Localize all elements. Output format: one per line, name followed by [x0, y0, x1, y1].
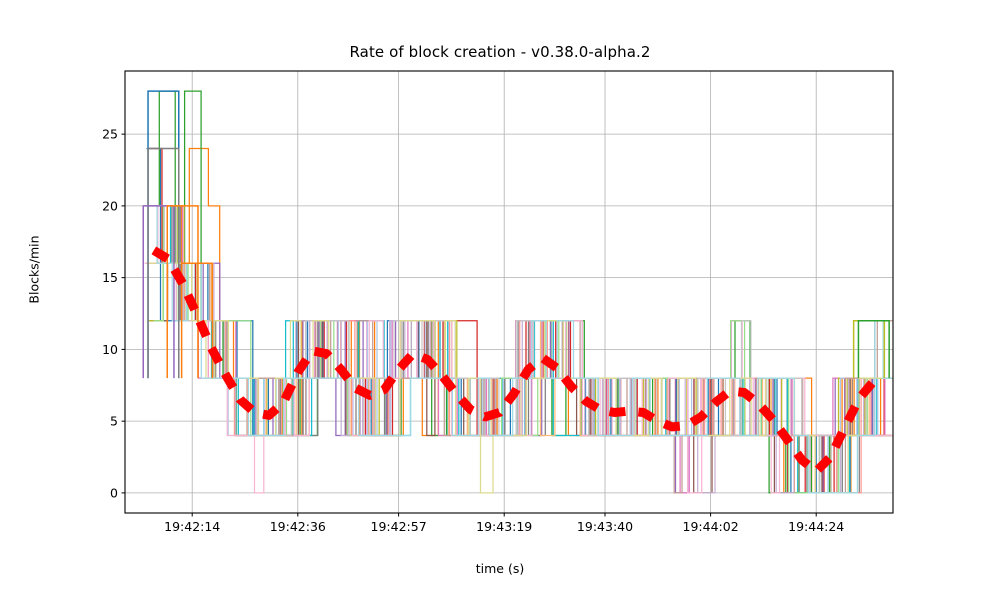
x-tick-label: 19:42:14	[164, 519, 220, 534]
y-tick-label: 25	[102, 127, 118, 142]
chart-title: Rate of block creation - v0.38.0-alpha.2	[349, 43, 651, 61]
x-tick-label: 19:43:40	[577, 519, 633, 534]
y-tick-label: 10	[102, 342, 118, 357]
trend-line	[151, 246, 878, 476]
x-axis-label: time (s)	[475, 561, 525, 576]
y-tick-label: 20	[102, 198, 118, 213]
y-tick-label: 15	[102, 270, 118, 285]
x-tick-label: 19:42:36	[270, 519, 326, 534]
x-tick-label: 19:44:24	[788, 519, 844, 534]
x-tick-label: 19:42:57	[371, 519, 427, 534]
x-tick-label: 19:43:19	[476, 519, 532, 534]
y-tick-label: 0	[110, 485, 118, 500]
x-tick-label: 19:44:02	[683, 519, 739, 534]
y-tick-label: 5	[110, 414, 118, 429]
y-axis-label: Blocks/min	[26, 235, 42, 304]
